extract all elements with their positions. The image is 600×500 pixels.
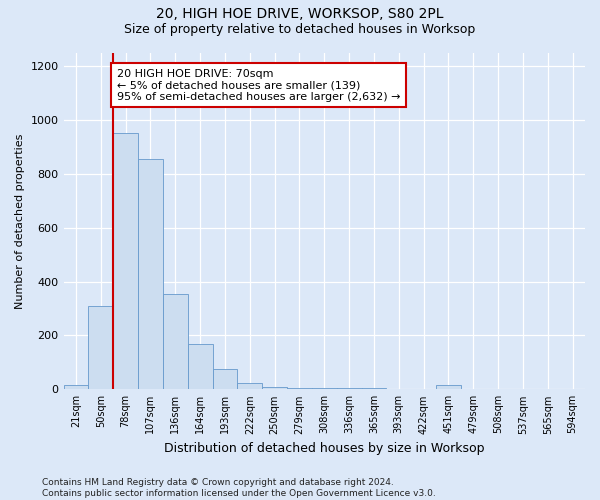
Bar: [212, 369, 238, 390]
Text: Contains HM Land Registry data © Crown copyright and database right 2024.
Contai: Contains HM Land Registry data © Crown c…: [42, 478, 436, 498]
Bar: [64, 386, 88, 390]
Bar: [262, 387, 287, 390]
Text: 20, HIGH HOE DRIVE, WORKSOP, S80 2PL: 20, HIGH HOE DRIVE, WORKSOP, S80 2PL: [156, 8, 444, 22]
X-axis label: Distribution of detached houses by size in Worksop: Distribution of detached houses by size …: [164, 442, 485, 455]
Bar: [337, 388, 362, 390]
Bar: [312, 388, 337, 390]
Bar: [138, 159, 163, 390]
Text: 20 HIGH HOE DRIVE: 70sqm
← 5% of detached houses are smaller (139)
95% of semi-d: 20 HIGH HOE DRIVE: 70sqm ← 5% of detache…: [117, 68, 400, 102]
Bar: [436, 386, 461, 390]
Bar: [238, 382, 262, 390]
Bar: [287, 388, 312, 390]
Text: Size of property relative to detached houses in Worksop: Size of property relative to detached ho…: [124, 22, 476, 36]
Y-axis label: Number of detached properties: Number of detached properties: [15, 133, 25, 308]
Bar: [88, 306, 113, 390]
Bar: [163, 294, 188, 390]
Bar: [362, 388, 386, 390]
Bar: [188, 344, 212, 390]
Bar: [113, 134, 138, 390]
